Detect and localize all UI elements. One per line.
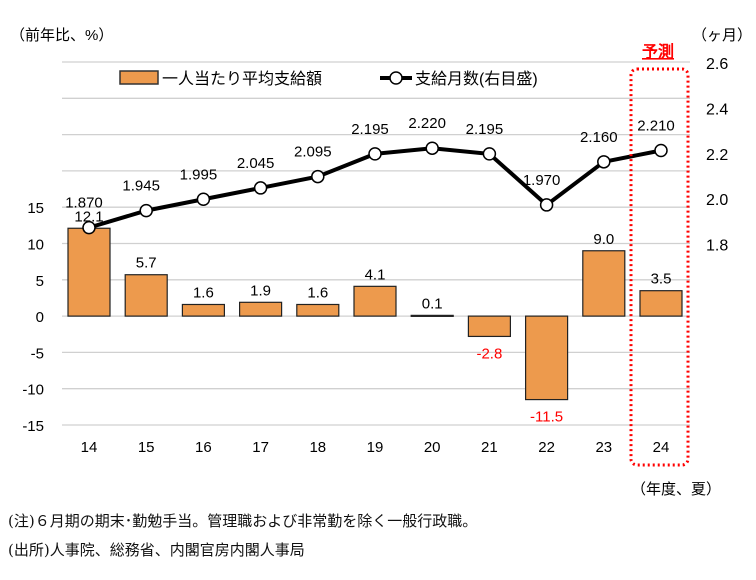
bar-data-label: 1.6 [307, 284, 328, 301]
right-tick-label: 2.6 [706, 56, 728, 73]
line-data-label: 1.945 [122, 178, 160, 195]
bar [639, 290, 683, 317]
x-tick-label: 18 [309, 439, 326, 456]
line-data-label: 2.095 [294, 144, 332, 161]
bar-data-label: 1.6 [193, 284, 214, 301]
bar-data-label: -11.5 [530, 409, 563, 426]
line-point [425, 141, 439, 155]
line-point [597, 155, 611, 169]
line-data-label: 2.210 [637, 117, 675, 134]
x-tick-label: 16 [195, 439, 212, 456]
line-point [368, 147, 382, 161]
x-tick-label: 23 [595, 439, 612, 456]
left-axis-label: （前年比、%） [10, 27, 113, 44]
bar-data-label: 3.5 [651, 271, 672, 288]
line-data-label: 2.195 [351, 121, 389, 138]
left-tick-label: 0 [36, 309, 44, 326]
right-tick-label: 2.0 [706, 192, 728, 209]
right-tick-label: 2.4 [706, 101, 728, 118]
line-point [311, 169, 325, 184]
bar [296, 303, 340, 317]
line-point [139, 203, 153, 218]
bar-data-label: 5.7 [136, 255, 157, 272]
forecast-box [629, 67, 690, 467]
forecast-label: 予測 [642, 42, 674, 61]
left-tick-label: -10 [22, 382, 44, 399]
x-tick-label: 21 [481, 439, 498, 456]
line-point [253, 181, 268, 195]
x-tick-label: 24 [653, 439, 670, 456]
bar [524, 315, 569, 401]
x-tick-label: 17 [252, 439, 269, 456]
bar [181, 303, 225, 317]
bar [467, 315, 511, 338]
left-tick-label: 5 [36, 273, 44, 290]
line-point [196, 192, 211, 207]
line-point [539, 198, 554, 212]
line-data-label: 2.195 [466, 121, 504, 138]
source-text: (出所)人事院、総務省、内閣官房内閣人事局 [8, 541, 305, 559]
bar-data-label: 0.1 [422, 295, 443, 312]
legend: 一人当たり平均支給額 支給月数(右目盛) [119, 70, 538, 88]
legend-line-label: 支給月数(右目盛) [415, 70, 538, 88]
line-data-label: 2.160 [580, 129, 618, 146]
bar-line-chart: （前年比、%） （ヶ月） （年度、夏） 予測 15 10 5 0 -5 -10 -15 2.6… [10, 27, 752, 498]
bar [239, 301, 283, 317]
right-tick-label: 1.8 [706, 238, 728, 255]
bar-data-label: -2.8 [476, 345, 502, 362]
bar [410, 314, 454, 317]
line-data-label: 2.045 [237, 155, 275, 172]
x-tick-label: 15 [138, 439, 155, 456]
line-data-label: 2.220 [408, 115, 446, 132]
left-tick-label: -15 [22, 418, 44, 435]
right-tick-label: 2.2 [706, 147, 728, 164]
bar [124, 274, 168, 317]
line-data-label: 1.995 [180, 166, 218, 183]
left-tick-label: 10 [27, 237, 44, 254]
left-tick-label: -5 [31, 345, 44, 362]
line-point [654, 143, 668, 158]
note-text: (注)６月期の期末･勤勉手当。管理職および非常勤を除く一般行政職。 [8, 512, 478, 530]
legend-line-marker [389, 71, 403, 85]
line-point [482, 147, 497, 161]
bar-data-label: 4.1 [365, 266, 386, 283]
legend-bar-swatch [119, 70, 159, 85]
line-data-label: 1.870 [65, 195, 103, 212]
line-data-label: 1.970 [523, 172, 561, 189]
bar [67, 227, 111, 317]
x-tick-label: 20 [424, 439, 441, 456]
bar-data-label: 12.1 [74, 208, 103, 225]
x-axis-label: （年度、夏） [631, 481, 721, 498]
bar [353, 285, 397, 317]
legend-bar-label: 一人当たり平均支給額 [162, 70, 322, 88]
x-tick-label: 19 [367, 439, 384, 456]
bar-data-label: 9.0 [593, 231, 614, 248]
x-tick-label: 22 [538, 439, 555, 456]
line-point [82, 220, 96, 235]
right-axis-label: （ヶ月） [692, 27, 752, 44]
bar-data-label: 1.9 [250, 282, 271, 299]
left-tick-label: 15 [27, 200, 44, 217]
bar [582, 250, 626, 317]
x-tick-label: 14 [81, 439, 98, 456]
